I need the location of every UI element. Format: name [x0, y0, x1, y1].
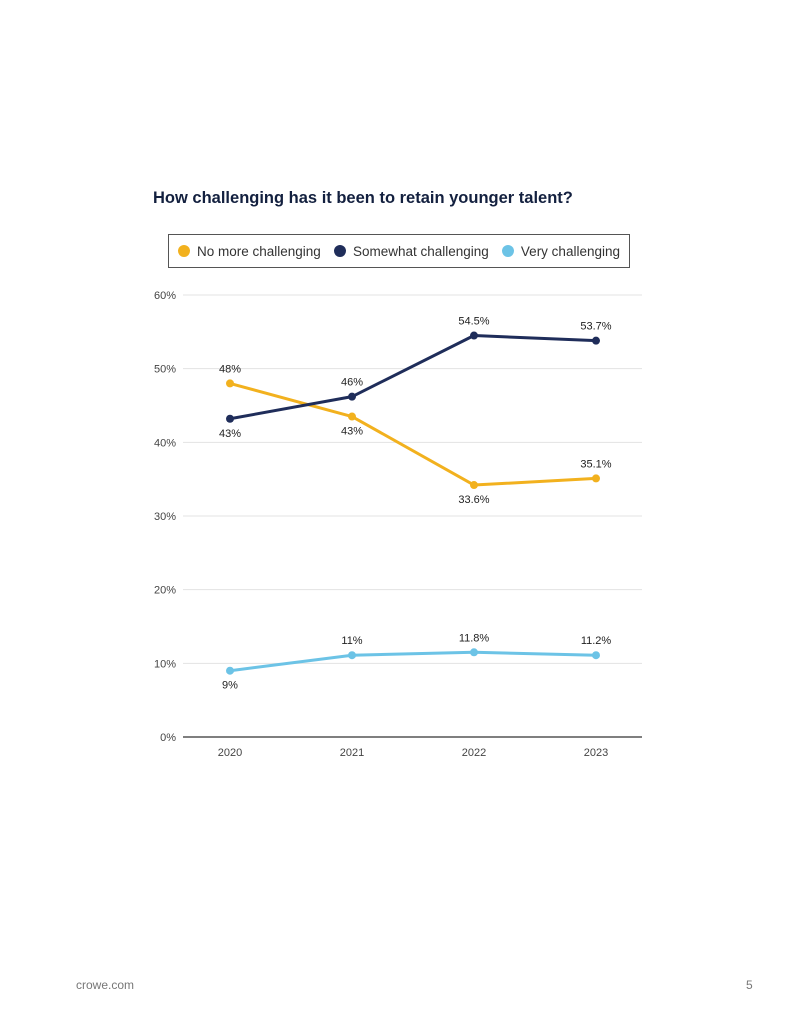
- data-point: [592, 474, 600, 483]
- page-number: 5: [746, 978, 753, 992]
- data-label: 11%: [341, 635, 362, 647]
- chart-title: How challenging has it been to retain yo…: [153, 189, 573, 207]
- legend-item-very-challenging: Very challenging: [501, 243, 620, 259]
- legend-marker: [178, 245, 190, 257]
- data-point: [592, 336, 600, 345]
- data-point: [592, 651, 600, 660]
- y-tick-label: 10%: [154, 658, 176, 670]
- data-point: [348, 392, 356, 401]
- legend-marker: [333, 245, 346, 257]
- legend-label: No more challenging: [197, 243, 321, 259]
- data-point: [226, 666, 234, 675]
- series-line: [228, 334, 598, 421]
- data-label: 43%: [219, 428, 241, 440]
- y-tick-label: 40%: [154, 437, 176, 449]
- y-tick-label: 50%: [154, 364, 176, 376]
- data-point: [226, 379, 234, 388]
- x-tick-label: 2021: [340, 747, 364, 759]
- data-label: 33.6%: [458, 494, 489, 506]
- y-tick-label: 20%: [154, 585, 176, 597]
- legend-label: Very challenging: [520, 243, 620, 259]
- data-label: 11.8%: [459, 632, 490, 644]
- data-point: [470, 648, 478, 657]
- legend-item-no-more-challenging: No more challenging: [178, 244, 321, 259]
- series-line: [228, 650, 598, 673]
- legend-marker: [501, 245, 514, 257]
- data-point: [226, 414, 234, 423]
- x-tick-label: 2022: [462, 747, 486, 759]
- footer-site: crowe.com: [76, 978, 135, 992]
- x-tick-label: 2020: [218, 747, 242, 759]
- data-label: 35.1%: [580, 458, 611, 470]
- data-point: [348, 651, 356, 660]
- legend-label: Somewhat challenging: [352, 243, 489, 259]
- data-label: 46%: [341, 377, 363, 389]
- data-label: 9%: [222, 680, 238, 692]
- data-label: 54.5%: [458, 316, 489, 328]
- legend-item-somewhat-challenging: Somewhat challenging: [333, 243, 489, 259]
- y-tick-label: 60%: [154, 290, 176, 302]
- x-tick-label: 2023: [584, 747, 608, 759]
- chart-legend: No more challenging Somewhat challenging…: [168, 234, 630, 268]
- data-label: 11.2%: [581, 635, 612, 647]
- data-label: 43%: [341, 426, 363, 438]
- data-point: [348, 412, 356, 421]
- y-tick-label: 0%: [160, 732, 176, 744]
- series-line: [228, 381, 598, 487]
- data-label: 53.7%: [580, 321, 611, 333]
- data-point: [470, 481, 478, 490]
- data-label: 48%: [219, 363, 241, 375]
- y-tick-label: 30%: [154, 511, 176, 523]
- data-point: [470, 331, 478, 340]
